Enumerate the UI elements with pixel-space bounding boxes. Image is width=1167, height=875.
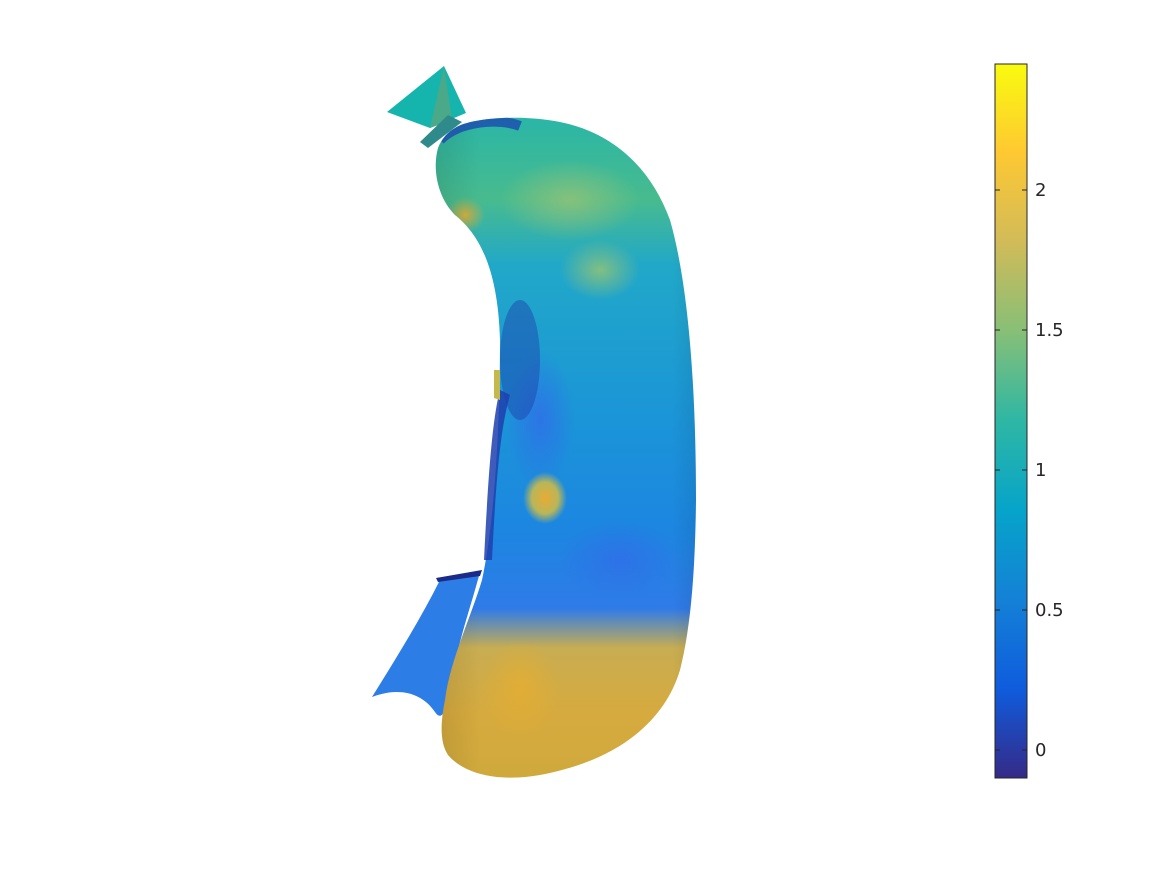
- colorbar-tick-label: 0: [1035, 740, 1046, 761]
- colorbar-tick-label: 1.5: [1035, 320, 1064, 341]
- surface-flap-bottom: [372, 572, 480, 716]
- colorbar-tick-label: 1: [1035, 460, 1046, 481]
- colorbar-tick-label: 2: [1035, 180, 1046, 201]
- colorbar-frame: [994, 63, 1028, 779]
- surface-color-detail: [435, 117, 696, 778]
- surface-fold: [484, 390, 510, 560]
- colorbar-gradient: [995, 64, 1027, 778]
- surface-spike-top-tip: [420, 115, 462, 148]
- colorbar-tick-label: 0.5: [1035, 600, 1064, 621]
- colorbar-ticks: 0 0.5 1 1.5 2: [995, 180, 1064, 761]
- colorbar: 0 0.5 1 1.5 2: [994, 63, 1064, 779]
- surface-patch: [372, 66, 696, 778]
- surface-fold-strip: [494, 370, 500, 400]
- surface-spike-top-inner: [430, 66, 452, 128]
- surface-flap-edge: [436, 570, 482, 582]
